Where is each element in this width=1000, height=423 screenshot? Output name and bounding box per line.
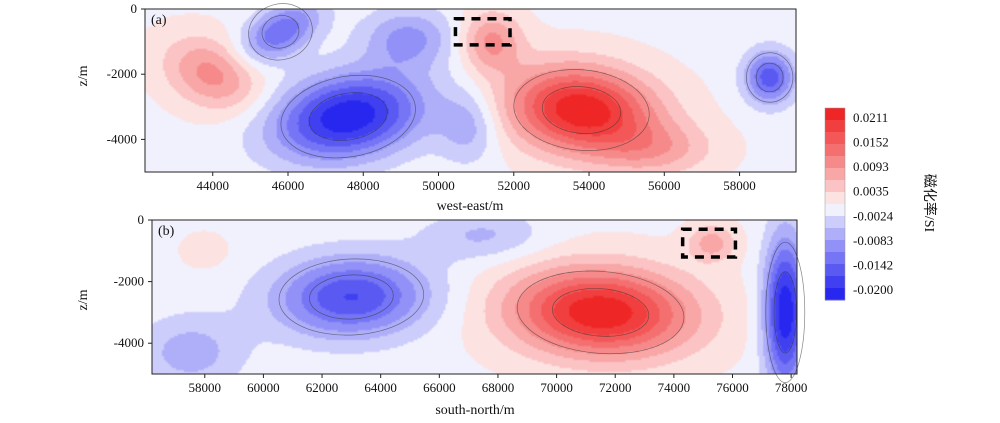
x-tick-label: 44000 — [196, 178, 229, 193]
y-tick-label: 0 — [138, 212, 145, 227]
contour-line — [516, 270, 685, 355]
colorbar-swatch — [825, 264, 845, 277]
panel-b-field — [152, 220, 797, 374]
x-tick-label: 48000 — [347, 178, 380, 193]
y-tick-label: 0 — [131, 1, 138, 16]
x-tick-label: 66000 — [423, 380, 456, 395]
colorbar-swatch — [825, 276, 845, 289]
panel-a-ylabel: z/m — [76, 65, 91, 86]
x-tick-label: 76000 — [716, 380, 749, 395]
colorbar-swatch — [825, 252, 845, 265]
colorbar-swatch — [825, 144, 845, 157]
colorbar-label: 0.0093 — [853, 159, 889, 174]
contour-line — [746, 52, 794, 103]
x-tick-label: 56000 — [648, 178, 681, 193]
colorbar-label: 0.0035 — [853, 184, 889, 199]
x-tick-label: 68000 — [482, 380, 515, 395]
x-tick-label: 50000 — [422, 178, 455, 193]
colorbar-title: 磁化率/SI — [921, 174, 938, 233]
highlight-box — [453, 17, 512, 47]
contour-line — [278, 258, 425, 336]
contour-line — [280, 74, 416, 159]
colorbar-label: -0.0083 — [853, 233, 893, 248]
colorbar-swatch — [825, 120, 845, 133]
contour-line — [755, 62, 784, 93]
colorbar-swatch — [825, 180, 845, 193]
panel-a-xlabel: west-east/m — [437, 199, 504, 214]
colorbar-swatch — [825, 192, 845, 205]
plot-frame — [144, 8, 797, 173]
contour-line — [248, 3, 313, 61]
colorbar-swatch — [825, 204, 845, 217]
colorbar-swatch — [825, 216, 845, 229]
y-tick-label: -4000 — [114, 335, 144, 350]
panel-a: 44000 46000 48000 50000 52000 54000 56000 58000… — [107, 1, 797, 193]
contour-line — [551, 288, 650, 337]
contour-line — [765, 241, 806, 383]
colorbar-swatch — [825, 228, 845, 241]
colorbar-frame — [824, 107, 846, 301]
y-tick-label: -2000 — [107, 66, 137, 81]
panel-label: (a) — [151, 13, 167, 28]
x-tick-label: 74000 — [658, 380, 691, 395]
x-tick-label: 52000 — [498, 178, 531, 193]
x-tick-label: 60000 — [247, 380, 280, 395]
contour-line — [261, 15, 300, 49]
colorbar-swatch — [825, 156, 845, 169]
colorbar-label: 0.0211 — [853, 110, 888, 125]
contour-line — [541, 86, 622, 134]
y-tick-label: -4000 — [107, 131, 137, 146]
colorbar-swatch — [825, 288, 845, 301]
panel-a-field — [145, 9, 796, 172]
x-tick-label: 70000 — [540, 380, 573, 395]
panel-b-ylabel: z/m — [76, 289, 91, 310]
contour-line — [308, 92, 388, 141]
contour-line — [513, 69, 650, 151]
colorbar-label: -0.0200 — [853, 282, 893, 297]
x-tick-label: 64000 — [364, 380, 397, 395]
x-tick-label: 72000 — [599, 380, 632, 395]
colorbar: 0.0211 0.0152 0.0093 0.0035 -0.0024 -0.0083 -0… — [824, 107, 894, 301]
x-tick-label: 54000 — [573, 178, 606, 193]
highlight-box — [680, 227, 738, 259]
panel-b: 58000 60000 62000 64000 66000 68000 70000 72000… — [114, 212, 808, 395]
x-tick-label: 78000 — [775, 380, 808, 395]
y-tick-label: -2000 — [114, 274, 144, 289]
x-tick-label: 58000 — [723, 178, 756, 193]
x-tick-label: 46000 — [272, 178, 305, 193]
panel-b-xlabel: south-north/m — [435, 403, 514, 418]
colorbar-swatch — [825, 240, 845, 253]
colorbar-swatch — [825, 168, 845, 181]
panel-label: (b) — [158, 224, 175, 239]
x-tick-label: 62000 — [306, 380, 339, 395]
contour-line — [309, 274, 394, 320]
x-tick-label: 58000 — [189, 380, 222, 395]
colorbar-swatch — [825, 132, 845, 145]
colorbar-label: -0.0024 — [853, 208, 894, 223]
colorbar-swatch — [825, 108, 845, 121]
plot-frame — [151, 219, 798, 375]
colorbar-label: -0.0142 — [853, 257, 893, 272]
colorbar-label: 0.0152 — [853, 135, 889, 150]
